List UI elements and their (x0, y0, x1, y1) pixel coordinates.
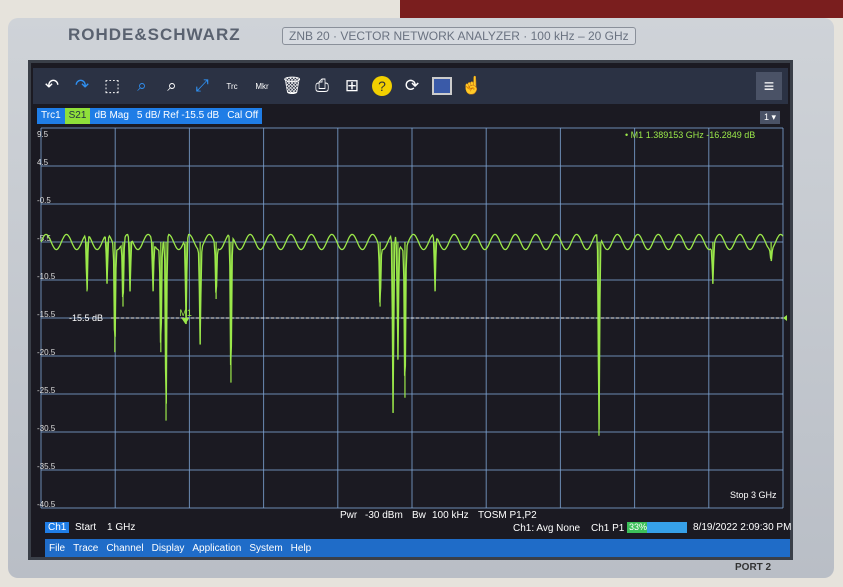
marker-label: M1 (179, 308, 192, 318)
toolbar: ↶ ↷ ⬚ ⌕ ⌕ ⤢ Trc Mkr 🗑 ⎙ ⊞ ? ⟳ ☝ ≡ (33, 68, 788, 104)
trace-info-bar[interactable]: Trc1 S21 dB Mag 5 dB/ Ref -15.5 dB Cal O… (37, 108, 263, 124)
y-tick-label: -5.5 (37, 234, 51, 243)
port-label: PORT 2 (735, 562, 772, 573)
print-icon[interactable]: ⎙ (315, 76, 329, 95)
avg-status: Ch1: Avg None (513, 523, 581, 534)
menu-display[interactable]: Display (151, 542, 185, 554)
channel-status: Ch1 Start 1 GHz Pwr -30 dBm Bw 100 kHz T… (35, 508, 791, 534)
pwr-label: Pwr (340, 510, 358, 521)
model-label: ZNB 20 · VECTOR NETWORK ANALYZER · 100 k… (282, 27, 636, 45)
fit-icon[interactable]: ⤢ (195, 76, 209, 95)
trace-param[interactable]: S21 (64, 108, 91, 124)
trace-scale[interactable]: 5 dB/ Ref -15.5 dB (136, 110, 220, 121)
trace-name[interactable]: Trc1 (41, 110, 61, 121)
channel-selector[interactable]: 1 ▾ (759, 111, 780, 124)
brand-logo: ROHDE&SCHWARZ (68, 25, 241, 44)
start-value[interactable]: 1 GHz (107, 522, 136, 533)
cal-status[interactable]: Cal Off (227, 110, 259, 121)
windows-icon[interactable]: ⊞ (344, 76, 360, 95)
y-tick-labels: 9.5 4.5 -0.5 -5.5 -10.5 -15.5 -20.5 -25.5 -30.5 -… (37, 130, 56, 509)
screen: ↶ ↷ ⬚ ⌕ ⌕ ⤢ Trc Mkr 🗑 ⎙ ⊞ ? ⟳ ☝ ≡ Trc1 S… (28, 60, 793, 560)
reference-label: -15.5 dB (69, 313, 103, 323)
add-trace-label: Trc (226, 81, 238, 91)
trace-format[interactable]: dB Mag (94, 110, 129, 121)
channel-label[interactable]: Ch1 (45, 522, 70, 533)
y-tick-label: -30.5 (37, 424, 56, 433)
background-equipment (400, 0, 843, 18)
stop-label: Stop (730, 490, 749, 500)
cal-info: TOSM P1,P2 (478, 510, 537, 521)
display-icon[interactable] (429, 73, 455, 99)
datetime: 8/19/2022 2:09:30 PM (693, 522, 792, 533)
start-label: Start (75, 522, 97, 533)
marker-triangle (181, 317, 190, 324)
redo-icon[interactable]: ↷ (74, 76, 90, 95)
marker-readout-value: -16.2849 dB (706, 130, 755, 140)
pwr-value[interactable]: -30 dBm (365, 510, 403, 521)
marker-m1[interactable]: M1 (179, 308, 192, 324)
y-tick-label: -10.5 (37, 272, 56, 281)
add-marker-icon[interactable]: Mkr (249, 73, 275, 99)
channel-selector-value: 1 (763, 112, 769, 122)
add-marker-label: Mkr (255, 81, 269, 91)
y-tick-label: 4.5 (37, 158, 49, 167)
y-tick-label: -40.5 (37, 500, 56, 509)
undo-icon[interactable]: ↶ (44, 76, 60, 95)
marker-readout-freq: 1.389153 GHz (646, 130, 705, 140)
marker-readout: • M1 1.389153 GHz -16.2849 dB (625, 130, 755, 140)
trace-plot[interactable]: 9.5 4.5 -0.5 -5.5 -10.5 -15.5 -20.5 -25.5 -30.5 -… (35, 126, 787, 516)
menu-help[interactable]: Help (290, 542, 312, 554)
zoom-area-icon[interactable]: ⬚ (103, 76, 121, 95)
delete-icon[interactable]: 🗑 (281, 76, 303, 95)
hamburger-icon[interactable]: ≡ (756, 72, 782, 100)
menu-bar: File Trace Channel Display Application S… (45, 539, 790, 557)
port-status: Ch1 P1 (591, 523, 625, 534)
menu-file[interactable]: File (49, 542, 66, 554)
y-tick-label: 9.5 (37, 130, 49, 139)
y-tick-label: -15.5 (37, 310, 56, 319)
y-tick-label: -20.5 (37, 348, 56, 357)
help-icon[interactable]: ? (369, 73, 395, 99)
touch-icon[interactable]: ☝ (461, 76, 483, 95)
progress-text: 33% (629, 522, 648, 532)
y-tick-label: -0.5 (37, 196, 51, 205)
zoom-1to1-icon[interactable]: ⌕ (137, 76, 147, 95)
menu-application[interactable]: Application (192, 542, 242, 554)
menu-channel[interactable]: Channel (106, 542, 144, 554)
reference-arrow (783, 315, 787, 321)
menu-trace[interactable]: Trace (73, 542, 99, 554)
trace-s21 (40, 233, 784, 430)
y-tick-label: -25.5 (37, 386, 56, 395)
y-tick-label: -35.5 (37, 462, 56, 471)
marker-readout-name: M1 (631, 130, 644, 140)
menu-system[interactable]: System (249, 542, 283, 554)
stop-freq: Stop 3 GHz (730, 490, 777, 500)
zoom-settings-icon[interactable]: ⌕ (167, 76, 177, 95)
add-trace-icon[interactable]: Trc (219, 73, 245, 99)
stop-value: 3 GHz (751, 490, 777, 500)
refresh-icon[interactable]: ⟳ (404, 76, 420, 95)
bw-label: Bw (412, 510, 426, 521)
bw-value[interactable]: 100 kHz (432, 510, 469, 521)
